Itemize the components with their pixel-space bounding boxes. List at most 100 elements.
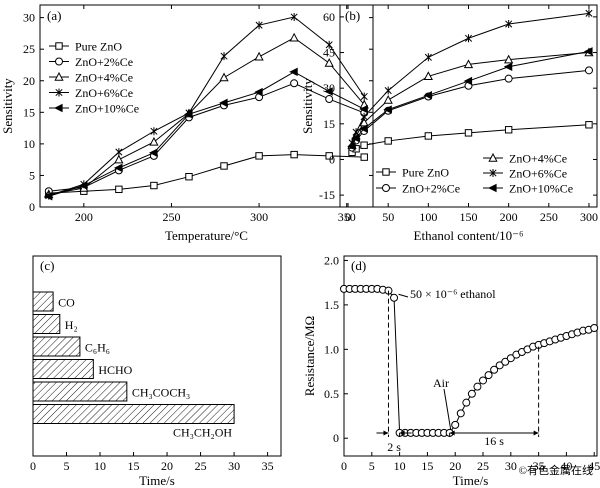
x-axis-label: Time/s	[453, 473, 489, 488]
series-1	[348, 121, 593, 157]
data-point	[220, 52, 228, 61]
x-axis-label: Time/s	[139, 473, 175, 488]
data-point	[150, 127, 158, 136]
plot-frame	[39, 4, 374, 208]
recovery-time-label: 16 s	[484, 434, 504, 448]
legend-marker	[55, 88, 63, 97]
data-point	[184, 109, 193, 119]
y-tick-label: 0.5	[324, 387, 339, 401]
x-tick-label: 100	[419, 210, 437, 224]
x-tick-label: 5	[369, 459, 375, 473]
data-point	[324, 58, 334, 67]
x-tick-label: 5	[64, 459, 70, 473]
x-tick-label: 35	[533, 459, 545, 473]
x-tick-label: 0	[30, 459, 36, 473]
x-axis-label: Temperature/°C	[165, 228, 248, 243]
data-point	[290, 12, 298, 21]
panel-label: (b)	[345, 8, 360, 23]
y-tick-label: 0	[333, 431, 339, 445]
series-4	[348, 9, 593, 147]
data-point	[255, 152, 263, 160]
data-point	[325, 40, 333, 49]
bar	[32, 336, 81, 357]
data-point	[463, 59, 474, 69]
legend-entry: ZnO+10%Ce	[509, 182, 573, 196]
y-tick-label: -15	[319, 188, 335, 202]
y-tick-label: 30	[323, 81, 335, 95]
y-tick-label: 0	[329, 152, 335, 166]
data-point	[424, 132, 433, 140]
x-tick-label: 200	[500, 210, 518, 224]
data-point	[504, 54, 514, 64]
data-point	[360, 141, 368, 149]
data-point	[590, 324, 599, 332]
data-point	[220, 162, 228, 170]
bar	[32, 359, 94, 379]
legend-entry: Pure ZnO	[75, 40, 122, 54]
data-point	[325, 95, 334, 104]
x-tick-label: 25	[195, 459, 207, 473]
data-point	[289, 67, 298, 77]
legend-entry: ZnO+2%Ce	[402, 182, 460, 196]
data-point	[424, 53, 432, 62]
data-point	[464, 34, 473, 43]
response-time-label: 2 s	[387, 440, 401, 454]
data-point	[351, 133, 360, 143]
x-tick-label: 15	[128, 459, 140, 473]
data-point	[585, 9, 593, 18]
series-line	[48, 16, 365, 197]
x-tick-label: 0	[341, 459, 347, 473]
y-tick-label: 15	[23, 105, 35, 119]
data-point	[219, 98, 228, 108]
watermark: ©有色金属在线	[519, 463, 593, 477]
legend-entry: ZnO+6%Ce	[509, 167, 567, 181]
data-point	[290, 79, 299, 88]
series-resistance	[340, 284, 599, 437]
x-tick-label: 30	[505, 459, 517, 473]
arrow-head	[399, 430, 405, 436]
panel-label: (d)	[351, 258, 366, 273]
air-annotation: Air	[433, 376, 449, 390]
panel-c: 0 5 10 15 20 25 30 35 (c) Time/s CO H₂ C₆H₆ HCHOCH₃CO…	[30, 255, 282, 488]
series-5	[347, 47, 593, 151]
data-point	[150, 181, 158, 190]
data-point	[255, 21, 263, 30]
data-point	[503, 62, 513, 72]
arrow-head	[383, 430, 389, 436]
y-tick-label: 1.0	[324, 342, 339, 356]
y-tick-label: 60	[323, 10, 335, 24]
y-tick-label: 45	[323, 46, 335, 60]
data-point	[506, 354, 515, 363]
bar	[32, 381, 128, 402]
y-tick-label: 2.0	[324, 253, 339, 267]
data-point	[219, 72, 229, 82]
x-tick-label: 150	[460, 210, 478, 224]
legend-marker	[488, 152, 498, 162]
ethanol-annotation: 50 × 10⁻⁶ ethanol	[410, 287, 496, 301]
data-point	[384, 137, 392, 145]
legend-marker	[382, 168, 390, 176]
legend-entry: ZnO+4%Ce	[509, 152, 567, 166]
arrow-head	[533, 430, 539, 436]
data-point	[490, 365, 499, 374]
y-tick-label: 30	[23, 11, 35, 25]
data-point	[484, 371, 493, 380]
air-pointer	[443, 388, 452, 430]
series-line	[48, 37, 365, 195]
panel-d: 0 5 10 15 20 25 30 35 40 45 0 0.5 1.0 1.5 2.0 (d) Time/s…	[302, 253, 600, 488]
data-point	[464, 129, 473, 137]
data-point	[359, 117, 369, 127]
series-5	[43, 67, 368, 201]
series-line	[351, 12, 590, 144]
data-point	[585, 121, 593, 129]
data-point	[115, 185, 123, 194]
bar	[32, 314, 61, 334]
y-axis-label: Resistance/MΩ	[302, 316, 317, 396]
data-point	[254, 51, 264, 61]
data-point	[479, 376, 488, 385]
legend-marker	[488, 183, 497, 193]
data-point	[115, 148, 123, 157]
y-tick-label: 20	[23, 74, 35, 88]
legend-entry: ZnO+10%Ce	[75, 102, 139, 116]
panel-b: 0 50 100 150 200 250 300 -15 0 15 30 45 60 (b) Ethanol…	[300, 4, 598, 243]
